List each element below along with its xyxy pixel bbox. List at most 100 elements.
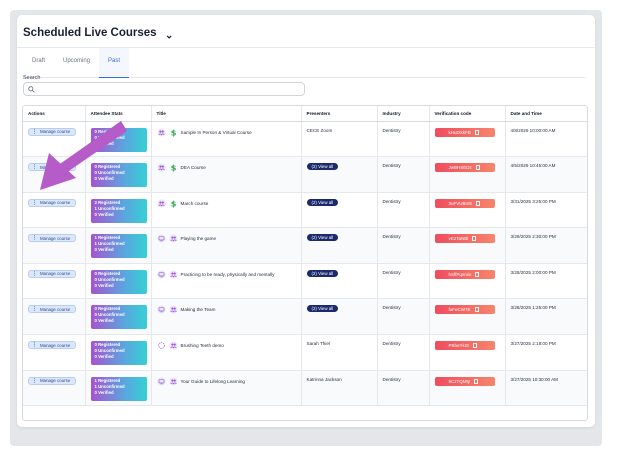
attendee-stats-badge: 0 Registered 0 Unconfirmed 0 Verified bbox=[90, 127, 147, 152]
manage-course-button[interactable]: ⋮ Manage course bbox=[28, 341, 77, 350]
manage-course-button[interactable]: ⋮ Manage course bbox=[28, 305, 77, 314]
kebab-icon: ⋮ bbox=[32, 164, 37, 171]
table-row: ⋮ Manage course 0 Registered 0 Unconfirm… bbox=[23, 334, 587, 371]
attendee-stats-cell: 0 Registered 0 Unconfirmed 0 Verified bbox=[85, 334, 152, 371]
kebab-icon: ⋮ bbox=[32, 128, 37, 135]
table-row: ⋮ Manage course 2 Registered 1 Unconfirm… bbox=[23, 192, 587, 229]
title-cell: $ March course bbox=[151, 192, 302, 229]
verification-code-button[interactable]: JwBHSEDz bbox=[434, 163, 495, 173]
course-title: Practicing to be ready, physically and m… bbox=[180, 271, 275, 277]
verification-code-button[interactable]: faFeCW7E bbox=[434, 305, 495, 315]
chevron-up-icon[interactable]: ⌃ bbox=[164, 27, 173, 39]
manage-course-button[interactable]: ⋮ Manage course bbox=[28, 269, 77, 278]
verified-count: 0 Verified bbox=[94, 389, 114, 395]
actions-cell: ⋮ Manage course bbox=[23, 227, 86, 264]
copy-icon bbox=[473, 343, 478, 349]
unconfirmed-count: 1 Unconfirmed bbox=[94, 383, 125, 389]
table-row: ⋮ Manage course 0 Registered 0 Unconfirm… bbox=[23, 156, 587, 193]
verification-code-cell: JwBHSEDz bbox=[429, 156, 506, 193]
verification-code: faFeCW7E bbox=[448, 307, 471, 313]
verification-code: PBbeYkrE bbox=[448, 343, 470, 349]
tab-past[interactable]: Past bbox=[99, 48, 130, 78]
manage-course-button[interactable]: ⋮ Manage course bbox=[28, 127, 77, 136]
course-title: Making the Team bbox=[180, 307, 216, 313]
presenters-cell: Sarah Thiel bbox=[301, 334, 378, 371]
title-cell: Making the Team bbox=[151, 298, 302, 336]
search-box[interactable] bbox=[23, 82, 305, 96]
actions-cell: ⋮ Manage course bbox=[23, 334, 86, 371]
screen-icon bbox=[156, 377, 166, 386]
attendee-stats-badge: 2 Registered 1 Unconfirmed 0 Verified bbox=[90, 198, 147, 223]
people-icon bbox=[168, 270, 178, 279]
attendee-stats-cell: 0 Registered 0 Unconfirmed 0 Verified bbox=[85, 121, 152, 158]
view-all-presenters-button[interactable]: (2) View all bbox=[306, 163, 339, 171]
verification-code-button[interactable]: 3uFVUBmE bbox=[434, 198, 495, 208]
unconfirmed-count: 1 Unconfirmed bbox=[94, 205, 125, 211]
manage-course-label: Manage course bbox=[40, 235, 71, 241]
presenters-cell: (2) View all bbox=[301, 156, 378, 193]
kebab-icon: ⋮ bbox=[32, 199, 37, 206]
view-all-presenters-button[interactable]: (2) View all bbox=[306, 198, 339, 206]
kebab-icon: ⋮ bbox=[32, 270, 37, 277]
attendee-stats-cell: 2 Registered 1 Unconfirmed 0 Verified bbox=[85, 192, 152, 229]
verification-code-cell: faFeCW7E bbox=[429, 298, 506, 336]
verification-code-cell: PBbeYkrE bbox=[429, 334, 506, 371]
verified-count: 0 Verified bbox=[94, 140, 114, 146]
verification-code-button[interactable]: hSffPqeniin bbox=[434, 269, 495, 279]
courses-table: Actions Attendee Stats Title Presenters … bbox=[22, 105, 588, 421]
view-all-presenters-button[interactable]: (2) View all bbox=[306, 305, 339, 313]
title-cell: $ Sample In Person & Virtual Course bbox=[151, 121, 302, 158]
verified-count: 0 Verified bbox=[94, 282, 114, 288]
svg-text:$: $ bbox=[170, 128, 176, 137]
verification-code-button[interactable]: PBbeYkrE bbox=[434, 341, 495, 351]
attendee-stats-cell: 0 Registered 0 Unconfirmed 0 Verified bbox=[85, 298, 152, 336]
manage-course-label: Manage course bbox=[40, 164, 71, 170]
tab-draft[interactable]: Draft bbox=[32, 58, 46, 64]
verification-code: vE2TaNBl bbox=[448, 236, 469, 242]
tab-upcoming[interactable]: Upcoming bbox=[63, 58, 91, 64]
attendee-stats-cell: 1 Registered 1 Unconfirmed 0 Verified bbox=[85, 227, 152, 264]
verification-code-button[interactable]: 9CzTQMty bbox=[434, 376, 495, 386]
manage-course-button[interactable]: ⋮ Manage course bbox=[28, 163, 77, 172]
verified-count: 0 Verified bbox=[94, 176, 114, 182]
table-row: ⋮ Manage course 0 Registered 0 Unconfirm… bbox=[23, 298, 587, 336]
kebab-icon: ⋮ bbox=[32, 377, 37, 384]
course-title: Your Guide to Lifelong Learning bbox=[180, 378, 245, 384]
course-title: Sample In Person & Virtual Course bbox=[180, 129, 252, 135]
screen-icon bbox=[156, 305, 166, 315]
view-all-presenters-button[interactable]: (2) View all bbox=[306, 269, 339, 277]
people-icon bbox=[168, 234, 178, 243]
registered-count: 0 Registered bbox=[94, 342, 121, 348]
svg-text:$: $ bbox=[170, 199, 176, 208]
manage-course-button[interactable]: ⋮ Manage course bbox=[28, 234, 77, 243]
manage-course-label: Manage course bbox=[40, 129, 71, 134]
verification-code-button[interactable]: vE2TaNBl bbox=[434, 234, 495, 244]
panel-header[interactable]: Scheduled Live Courses ⌃ bbox=[23, 25, 173, 41]
copy-icon bbox=[472, 236, 477, 242]
attendee-stats-badge: 0 Registered 0 Unconfirmed 0 Verified bbox=[90, 269, 147, 294]
verified-count: 0 Verified bbox=[94, 247, 114, 253]
title-cell: $ DEA Course bbox=[151, 156, 302, 193]
people-icon bbox=[168, 341, 178, 350]
people-icon bbox=[168, 305, 178, 315]
manage-course-button[interactable]: ⋮ Manage course bbox=[28, 376, 77, 385]
view-all-presenters-button[interactable]: (2) View all bbox=[306, 234, 339, 242]
verification-code-cell: hSffPqeniin bbox=[429, 263, 506, 300]
dollar-icon: $ bbox=[169, 199, 178, 208]
search-input[interactable] bbox=[38, 83, 298, 95]
col-industry: Industry bbox=[377, 106, 430, 122]
people-icon bbox=[168, 377, 178, 386]
kebab-icon: ⋮ bbox=[32, 306, 37, 313]
title-cell: Playing the game bbox=[151, 227, 302, 264]
industry-cell: Dentistry bbox=[377, 227, 430, 264]
verified-count: 0 Verified bbox=[94, 211, 114, 217]
manage-course-button[interactable]: ⋮ Manage course bbox=[28, 198, 77, 207]
attendee-stats-cell: 0 Registered 0 Unconfirmed 0 Verified bbox=[85, 263, 152, 300]
verification-code-button[interactable]: kHuDXkFB bbox=[434, 127, 495, 137]
verification-code: kHuDXkFB bbox=[448, 129, 471, 135]
presenters-cell: CECE Zoom bbox=[301, 121, 378, 158]
verified-count: 0 Verified bbox=[94, 354, 114, 360]
course-title: DEA Course bbox=[180, 165, 206, 171]
date-time-cell: 3/28/2025 1:25:00 PM bbox=[505, 298, 587, 336]
manage-course-label: Manage course bbox=[40, 271, 71, 277]
